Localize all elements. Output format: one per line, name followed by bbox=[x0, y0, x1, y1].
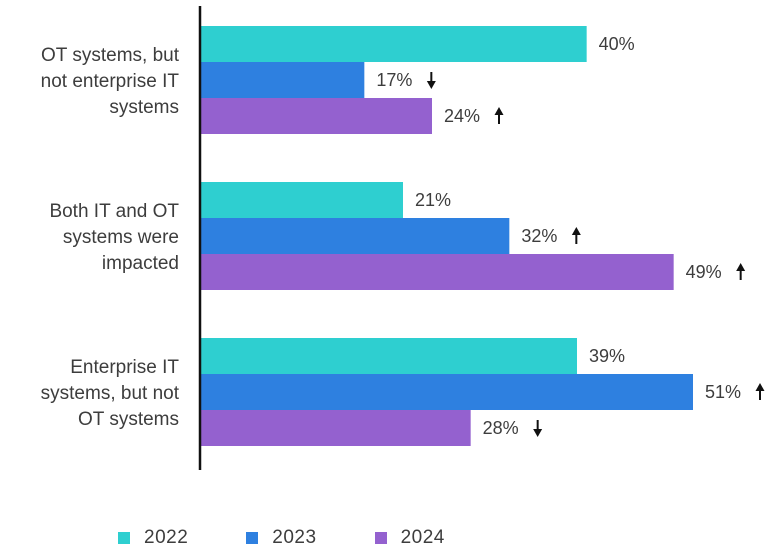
bar-2024 bbox=[200, 254, 674, 290]
data-label: 39% bbox=[589, 346, 625, 366]
bar-2024 bbox=[200, 410, 471, 446]
bar-2022 bbox=[200, 26, 587, 62]
legend-swatch-2022 bbox=[118, 532, 130, 544]
category-label: systems were bbox=[63, 227, 179, 248]
data-label: 51% bbox=[705, 382, 741, 402]
legend-swatch-2023 bbox=[246, 532, 259, 544]
arrow-down-icon bbox=[533, 420, 543, 437]
category-label: not enterprise IT bbox=[41, 71, 180, 92]
arrow-up-icon bbox=[755, 383, 765, 400]
legend-label-2022: 2022 bbox=[144, 527, 189, 548]
data-label: 21% bbox=[415, 190, 451, 210]
bar-2024 bbox=[200, 98, 432, 134]
category-label: OT systems, but bbox=[41, 45, 180, 66]
legend-swatch-2024 bbox=[374, 532, 387, 544]
data-label: 28% bbox=[483, 418, 519, 438]
bar-2022 bbox=[200, 338, 577, 374]
legend-label-2024: 2024 bbox=[400, 527, 445, 548]
bar-2022 bbox=[200, 182, 403, 218]
bar-2023 bbox=[200, 218, 510, 254]
data-label: 17% bbox=[376, 70, 412, 90]
chart-legend: 2022 2023 2024 bbox=[118, 527, 503, 549]
legend-item-2024: 2024 bbox=[374, 527, 445, 549]
category-label: impacted bbox=[102, 253, 179, 274]
arrow-down-icon bbox=[426, 72, 436, 89]
legend-item-2023: 2023 bbox=[246, 527, 316, 549]
arrow-up-icon bbox=[494, 107, 504, 124]
data-label: 32% bbox=[521, 226, 557, 246]
category-label: Enterprise IT bbox=[70, 357, 179, 378]
data-label: 40% bbox=[599, 34, 635, 54]
category-label: OT systems bbox=[78, 409, 179, 430]
legend-label-2023: 2023 bbox=[272, 527, 317, 548]
category-label: systems, but not bbox=[41, 383, 180, 404]
legend-item-2022: 2022 bbox=[118, 527, 188, 549]
arrow-up-icon bbox=[571, 227, 581, 244]
bar-2023 bbox=[200, 62, 365, 98]
category-label: systems bbox=[109, 97, 179, 118]
bar-2023 bbox=[200, 374, 693, 410]
arrow-up-icon bbox=[736, 263, 746, 280]
category-label: Both IT and OT bbox=[49, 201, 179, 222]
data-label: 24% bbox=[444, 106, 480, 126]
data-label: 49% bbox=[686, 262, 722, 282]
bar-chart: OT systems, but not enterprise IT systems 4… bbox=[41, 6, 765, 470]
